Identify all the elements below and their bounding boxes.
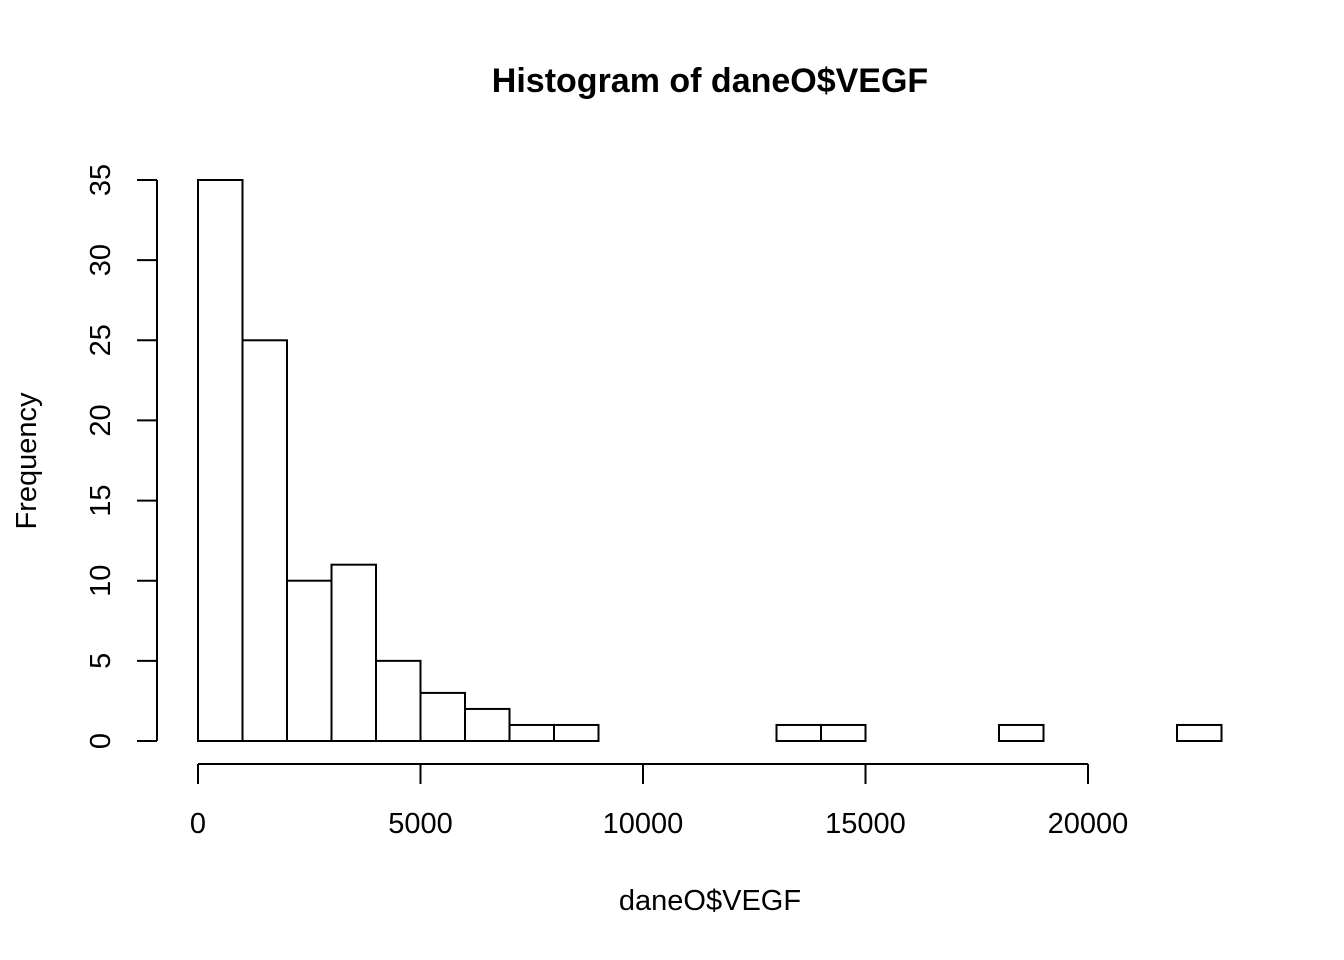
y-tick-label: 35 [85, 164, 117, 196]
y-tick-label: 25 [85, 324, 117, 356]
y-tick-label: 30 [85, 244, 117, 276]
y-tick-label: 20 [85, 404, 117, 436]
x-tick-label: 10000 [603, 808, 684, 840]
histogram-bar [553, 723, 600, 743]
histogram-bar [998, 723, 1045, 743]
x-tick-label: 20000 [1048, 808, 1129, 840]
y-tick-label: 15 [85, 484, 117, 516]
histogram-bar [775, 723, 822, 743]
histogram-bar [375, 659, 422, 742]
histogram-bar [197, 179, 244, 742]
chart-title: Histogram of daneO$VEGF [492, 62, 928, 100]
x-axis: 0 5000 10000 15000 20000 [190, 763, 1129, 840]
y-tick-label: 5 [85, 653, 117, 669]
histogram-bar [241, 339, 288, 742]
histogram-bars [197, 179, 1223, 743]
histogram-bar [508, 723, 555, 743]
y-axis-label: Frequency [11, 392, 43, 530]
histogram-bar [286, 579, 333, 743]
histogram-bar [820, 723, 867, 743]
histogram-bar [1176, 723, 1223, 743]
y-tick-label: 0 [85, 733, 117, 749]
x-tick-label: 5000 [388, 808, 453, 840]
histogram-bar [330, 563, 377, 743]
x-axis-label: daneO$VEGF [619, 885, 801, 917]
x-tick-label: 0 [190, 808, 206, 840]
histogram-bar [464, 707, 511, 743]
y-axis: 0 5 10 15 20 25 30 35 [85, 164, 158, 749]
x-tick-label: 15000 [825, 808, 906, 840]
y-tick-label: 10 [85, 565, 117, 597]
histogram-bar [419, 691, 466, 743]
